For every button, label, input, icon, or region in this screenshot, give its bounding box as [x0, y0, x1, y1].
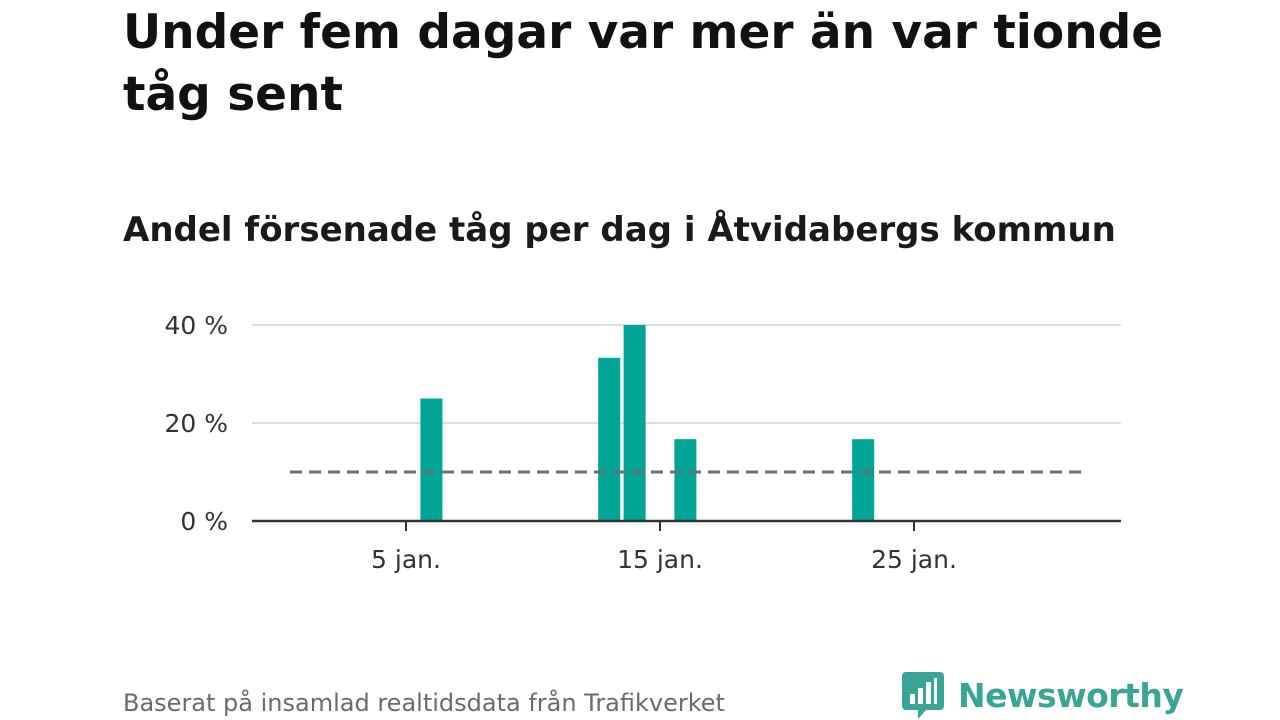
gridlines [252, 324, 1121, 424]
y-tick-label: 40 % [164, 311, 228, 340]
y-tick-label: 20 % [164, 409, 228, 438]
bar [598, 357, 621, 521]
newsworthy-logo: Newsworthy [902, 670, 1184, 720]
chart-subtitle: Andel försenade tåg per dag i Åtvidaberg… [123, 210, 1116, 250]
bars [420, 325, 875, 521]
bar [674, 439, 697, 521]
x-tick-label: 15 jan. [617, 545, 703, 574]
axes: 0 % 20 % 40 % 5 jan. 15 jan. 25 jan. [164, 311, 1121, 574]
bar [623, 325, 646, 521]
brand-name: Newsworthy [958, 675, 1184, 715]
bar [420, 398, 443, 521]
x-tick-label: 25 jan. [871, 545, 957, 574]
bar [852, 439, 875, 521]
x-tick-label: 5 jan. [371, 545, 441, 574]
source-note: Baserat på insamlad realtidsdata från Tr… [123, 689, 725, 717]
bar-chart-speech-bubble-icon [902, 672, 944, 719]
chart-title: Under fem dagar var mer än var tionde tå… [123, 5, 1164, 122]
y-tick-label: 0 % [180, 507, 228, 536]
